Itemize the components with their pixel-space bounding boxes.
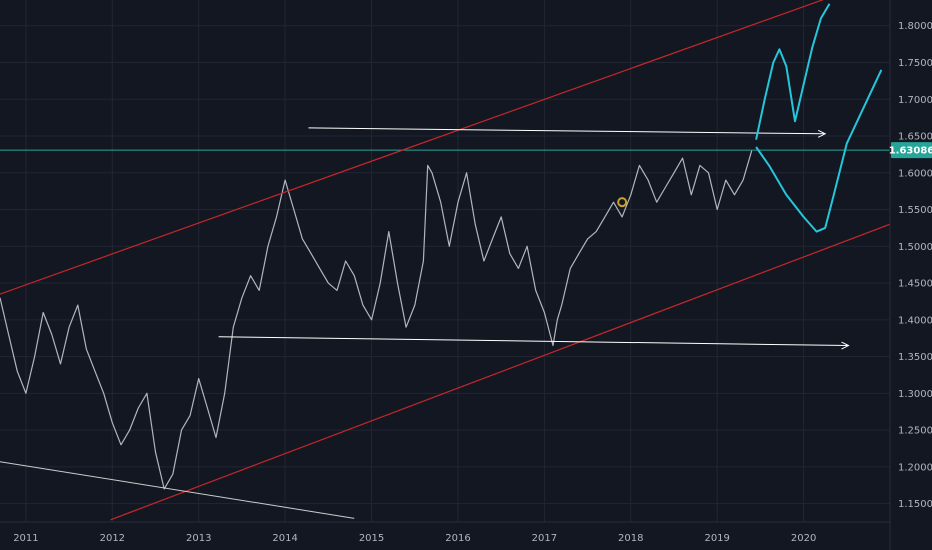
x-tick-label: 2020 [791, 533, 816, 544]
projection-path[interactable] [755, 3, 831, 140]
x-tick-label: 2016 [445, 533, 470, 544]
y-tick-label: 1.60000 [898, 168, 932, 179]
arrow-head [841, 341, 850, 350]
y-tick-label: 1.45000 [898, 279, 932, 290]
horizontal-arrow-line[interactable] [218, 336, 849, 347]
drawing-layer[interactable] [0, 0, 891, 521]
highlight-marker [617, 197, 628, 208]
current-price-badge [891, 142, 932, 159]
x-tick-label: 2014 [272, 533, 297, 544]
descending-trend-line[interactable] [0, 461, 355, 519]
x-tick-label: 2018 [618, 533, 643, 544]
channel-trend-line[interactable] [110, 223, 891, 521]
x-tick-label: 2015 [359, 533, 384, 544]
current-price-label: 1.63086 [889, 146, 932, 157]
projection-path[interactable] [755, 69, 883, 233]
y-tick-label: 1.15000 [898, 499, 932, 510]
x-tick-label: 2017 [532, 533, 557, 544]
y-tick-label: 1.80000 [898, 21, 932, 32]
y-tick-label: 1.70000 [898, 95, 932, 106]
price-series-line [0, 150, 753, 490]
y-tick-label: 1.35000 [898, 352, 932, 363]
x-tick-label: 2019 [704, 533, 729, 544]
y-tick-label: 1.40000 [898, 315, 932, 326]
y-tick-label: 1.25000 [898, 426, 932, 437]
y-tick-label: 1.50000 [898, 242, 932, 253]
y-tick-label: 1.20000 [898, 462, 932, 473]
y-tick-label: 1.65000 [898, 132, 932, 143]
horizontal-arrow-line[interactable] [308, 127, 826, 135]
x-tick-label: 2013 [186, 533, 211, 544]
arrow-head [817, 129, 827, 138]
x-tick-label: 2011 [13, 533, 38, 544]
series-layer [0, 149, 890, 490]
channel-trend-line[interactable] [0, 0, 890, 295]
y-tick-label: 1.30000 [898, 389, 932, 400]
y-tick-label: 1.75000 [898, 58, 932, 69]
x-tick-label: 2012 [100, 533, 125, 544]
grid [0, 0, 890, 522]
y-tick-label: 1.55000 [898, 205, 932, 216]
